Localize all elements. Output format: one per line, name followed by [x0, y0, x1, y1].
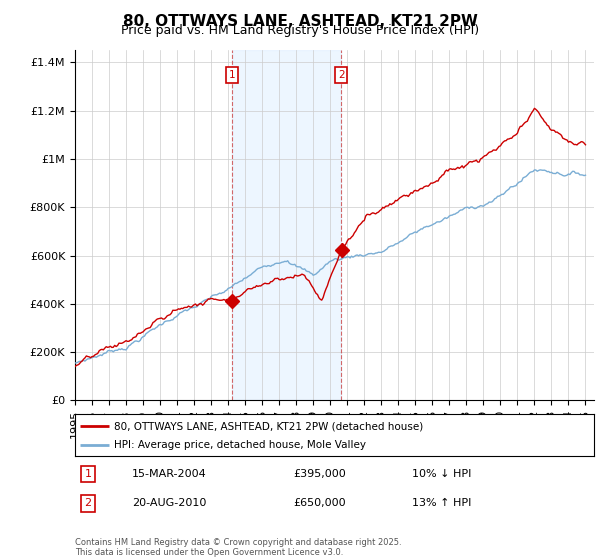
Text: 80, OTTWAYS LANE, ASHTEAD, KT21 2PW (detached house): 80, OTTWAYS LANE, ASHTEAD, KT21 2PW (det…	[114, 421, 423, 431]
Text: Contains HM Land Registry data © Crown copyright and database right 2025.
This d: Contains HM Land Registry data © Crown c…	[75, 538, 401, 557]
Text: Price paid vs. HM Land Registry's House Price Index (HPI): Price paid vs. HM Land Registry's House …	[121, 24, 479, 37]
Text: £650,000: £650,000	[293, 498, 346, 508]
Text: 1: 1	[229, 70, 235, 80]
Text: 13% ↑ HPI: 13% ↑ HPI	[412, 498, 472, 508]
Text: HPI: Average price, detached house, Mole Valley: HPI: Average price, detached house, Mole…	[114, 440, 366, 450]
Text: 10% ↓ HPI: 10% ↓ HPI	[412, 469, 472, 479]
Text: 80, OTTWAYS LANE, ASHTEAD, KT21 2PW: 80, OTTWAYS LANE, ASHTEAD, KT21 2PW	[122, 14, 478, 29]
Text: 2: 2	[85, 498, 92, 508]
Text: 2: 2	[338, 70, 344, 80]
Text: 1: 1	[85, 469, 91, 479]
Text: £395,000: £395,000	[293, 469, 346, 479]
Bar	[232, 50, 341, 400]
Text: 15-MAR-2004: 15-MAR-2004	[132, 469, 207, 479]
Text: 20-AUG-2010: 20-AUG-2010	[132, 498, 206, 508]
